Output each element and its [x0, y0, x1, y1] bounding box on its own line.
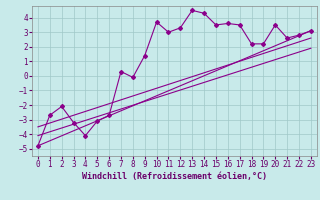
X-axis label: Windchill (Refroidissement éolien,°C): Windchill (Refroidissement éolien,°C) — [82, 172, 267, 181]
